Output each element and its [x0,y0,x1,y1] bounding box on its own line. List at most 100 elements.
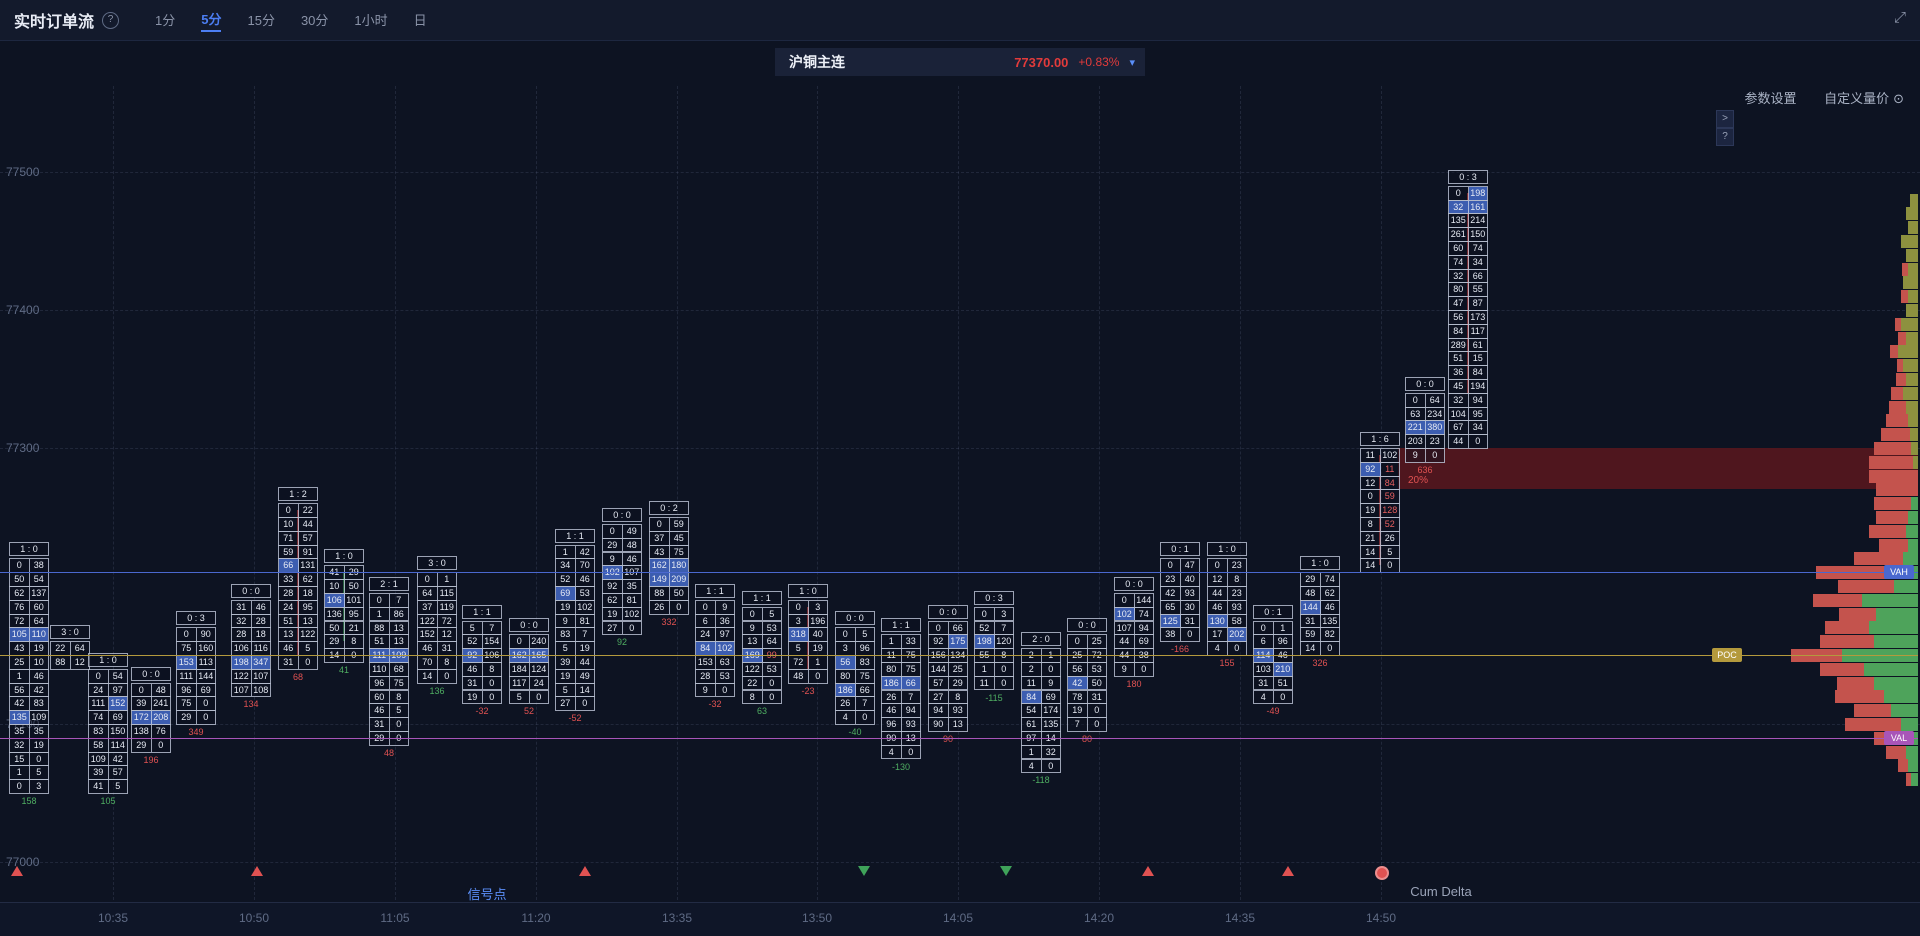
bid-volume: 46 [1208,600,1228,614]
ask-volume: 42 [112,753,123,764]
tab-1分[interactable]: 1分 [155,12,176,28]
bid-volume: 51 [1449,352,1469,366]
volume-profile-bar [1911,442,1918,455]
footprint-header: 1 : 0 [88,652,128,667]
footprint-row: 74 34 [1448,254,1488,270]
ask-volume: 52 [1384,519,1395,529]
bid-volume: 103 [1254,662,1274,676]
ask-volume: 97 [112,684,123,695]
ask-volume: 214 [1470,215,1486,226]
ask-volume: 50 [1091,677,1102,688]
bid-volume: 21 [1361,531,1381,545]
ask-volume: 0 [1001,663,1007,674]
volume-profile-bar [1813,593,1862,607]
bid-volume: 52 [556,573,576,586]
ask-volume: 5 [396,705,402,716]
ask-volume: 8 [396,691,402,702]
volume-profile-bar [1906,373,1918,386]
ask-volume: 23 [1231,588,1242,598]
footprint-row: 88 50 [649,586,689,601]
ask-volume: 19 [579,643,590,654]
ask-volume: 95 [348,608,359,619]
ask-volume: 241 [153,698,169,709]
tab-5分[interactable]: 5分 [201,9,222,32]
volume-profile-bar [1874,442,1911,455]
footprint-row: 1 46 [9,668,49,684]
bid-volume: 62 [10,587,30,600]
footprint-row: 104 95 [1448,406,1488,422]
signal-legend[interactable]: 信号点 [467,887,507,902]
footprint-row: 26 0 [649,599,689,615]
instrument-selector[interactable]: 沪铜主连 77370.00 +0.83% ▾ [775,48,1145,76]
settings-link[interactable]: 参数设置 [1744,91,1797,106]
bid-volume: 27 [603,621,623,635]
footprint-row: 5 14 [555,682,595,698]
bid-volume: 184 [510,662,530,676]
bid-volume: 221 [1406,421,1426,435]
ask-volume: 33 [905,636,916,647]
bid-volume: 52 [975,621,995,635]
footprint-row: 0 59 [649,517,689,532]
volume-profile-bar [1891,386,1903,400]
bid-volume: 198 [975,635,995,649]
bid-volume: 162 [650,559,670,573]
tab-30分[interactable]: 30分 [300,12,329,28]
level-line-poc [0,655,1918,656]
ask-volume: 0 [396,719,402,730]
footprint-row: 11 102 [1360,448,1400,463]
footprint-row: 122 72 [417,613,457,629]
footprint-row: 88 13 [369,620,409,636]
ask-volume: 0 [203,698,209,709]
footprint-row: 122 53 [742,661,782,677]
help-icon[interactable]: ? [102,11,120,29]
footprint-row: 186 66 [881,675,921,691]
volume-profile-bar [1837,676,1874,690]
ask-volume: 69 [112,712,123,723]
bid-volume: 88 [370,621,390,635]
ask-volume: 1 [815,657,821,667]
bid-volume: 0 [1254,621,1274,635]
bid-volume: 6 [696,614,716,628]
footprint-row: 32 19 [9,737,49,753]
ask-volume: 135 [1043,719,1059,730]
ask-volume: 3 [815,601,821,612]
bid-volume: 59 [279,545,299,559]
bar-delta: 636 [1417,464,1433,475]
ask-volume: 51 [1277,677,1288,688]
ask-volume: 66 [901,676,920,690]
ask-volume: 0 [1327,643,1333,654]
bid-volume: 9 [696,683,716,697]
ask-volume: 81 [626,594,637,605]
footprint-row: 107 108 [231,682,271,698]
ask-volume: 34 [1472,256,1483,267]
tab-1小时[interactable]: 1小时 [354,12,388,28]
collapse-panel-button[interactable]: > [1716,110,1734,128]
bar-delta: 158 [21,796,37,806]
ask-volume: 62 [1324,588,1335,598]
ask-volume: 173 [1470,312,1486,322]
footprint-row: 117 24 [509,675,549,691]
footprint-row: 60 8 [369,689,409,705]
volume-profile-bar [1898,759,1908,773]
bid-volume: 0 [1161,559,1181,573]
footprint-row: 107 94 [1114,620,1154,636]
ask-volume: 13 [302,615,313,626]
footprint-row: 136 95 [324,606,364,622]
footprint-header: 1 : 1 [881,618,921,633]
ask-volume: 53 [766,663,777,674]
panel-help-button[interactable]: ? [1716,128,1734,146]
tab-日[interactable]: 日 [413,12,427,28]
footprint-row: 39 241 [131,696,171,712]
bid-volume: 43 [10,642,30,655]
tab-15分[interactable]: 15分 [247,12,275,28]
expand-icon[interactable]: ⤢ [1893,9,1906,26]
custom-volume-link[interactable]: 自定义量价 ⊙ [1824,91,1904,106]
bid-volume: 75 [177,697,197,711]
footprint-row: 92 35 [602,579,642,594]
footprint-row: 14 0 [1300,641,1340,656]
footprint-row: 92 175 [928,634,968,650]
footprint-header: 0 : 0 [602,507,642,522]
